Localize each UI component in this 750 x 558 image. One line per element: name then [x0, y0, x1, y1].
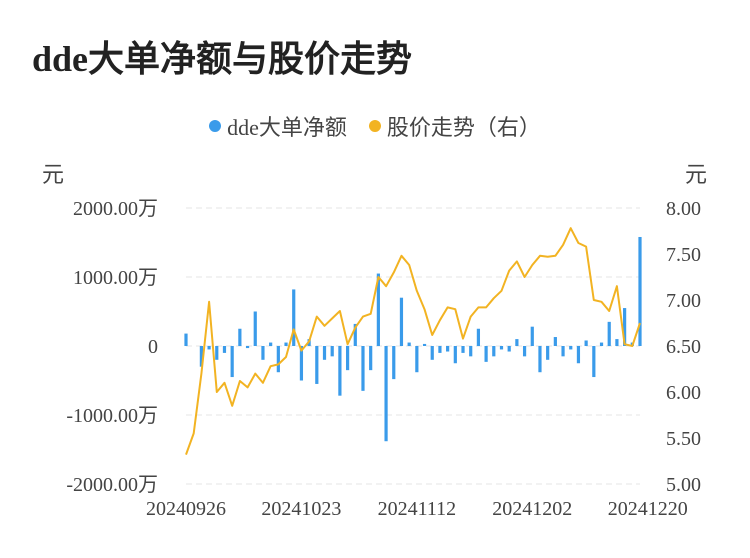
dde-bar — [515, 339, 519, 346]
dde-bar — [607, 321, 611, 346]
dde-bar — [561, 346, 565, 357]
legend-label-dde: dde大单净额 — [227, 115, 347, 140]
left-axis-unit: 元 — [42, 162, 65, 187]
dde-bar — [492, 346, 496, 357]
dde-bar — [553, 337, 557, 346]
dde-bar — [184, 333, 188, 346]
dde-bar — [276, 346, 280, 373]
dde-bar — [353, 323, 357, 346]
dde-bar — [322, 346, 327, 360]
dde-bar — [261, 346, 265, 360]
dde-bar — [507, 346, 511, 352]
left-tick-label: 1000.00万 — [73, 267, 158, 289]
x-tick-label: 20241220 — [608, 498, 688, 520]
dde-bar — [469, 346, 473, 357]
right-tick-label: 7.00 — [666, 290, 701, 312]
legend-item-price[interactable]: 股价走势（右） — [368, 110, 541, 142]
dde-bar — [376, 273, 380, 346]
dde-bar — [299, 346, 304, 381]
dde-bar — [422, 343, 427, 346]
right-tick-label: 7.50 — [666, 244, 701, 266]
left-tick-label: 0 — [148, 336, 158, 358]
dde-bar — [530, 326, 534, 346]
dde-bar — [199, 346, 203, 367]
dde-bar — [253, 311, 257, 346]
dde-bar — [522, 346, 527, 357]
dde-bar — [284, 342, 288, 346]
dde-bar — [415, 346, 419, 373]
right-tick-label: 6.00 — [666, 382, 701, 404]
dde-bar — [484, 346, 488, 362]
dde-bar — [238, 328, 242, 346]
right-tick-label: 6.50 — [666, 336, 701, 358]
price-line — [185, 227, 641, 455]
legend: dde大单净额 股价走势（右） — [0, 110, 750, 142]
dde-bar — [315, 346, 319, 384]
legend-marker-price — [368, 120, 381, 132]
dde-bar — [369, 346, 373, 371]
dde-bar — [384, 346, 388, 442]
legend-marker-dde — [209, 120, 222, 132]
right-tick-label: 5.50 — [666, 428, 701, 450]
dde-bar — [345, 346, 350, 371]
left-tick-label: -2000.00万 — [66, 474, 158, 496]
dde-bar — [584, 340, 588, 346]
right-axis-unit: 元 — [685, 162, 708, 187]
dde-bar — [453, 346, 457, 364]
x-tick-label: 20241202 — [492, 498, 572, 520]
dde-bar — [207, 346, 211, 350]
dde-bar — [269, 342, 273, 346]
legend-label-price: 股价走势（右） — [386, 115, 541, 140]
x-tick-label: 20241023 — [261, 498, 341, 520]
dde-bar — [576, 346, 581, 364]
legend-item-dde[interactable]: dde大单净额 — [209, 110, 347, 142]
dde-bar — [292, 289, 296, 346]
left-tick-label: 2000.00万 — [73, 198, 158, 220]
x-tick-label: 20241112 — [378, 498, 457, 520]
dde-bar — [538, 346, 542, 373]
dde-bar — [361, 346, 365, 391]
chart-title: dde大单净额与股价走势 — [32, 39, 413, 79]
dde-bar — [330, 346, 334, 357]
dde-bar — [546, 346, 550, 360]
dde-bar — [222, 346, 227, 353]
dde-bar — [592, 346, 596, 378]
dde-bar — [392, 346, 396, 380]
dde-bar — [338, 346, 342, 396]
dde-bar — [399, 297, 404, 346]
dde-bar — [245, 346, 250, 349]
dde-bar — [407, 342, 411, 346]
dde-bar — [499, 346, 504, 350]
left-tick-label: -1000.00万 — [66, 405, 158, 427]
dde-bar — [430, 346, 434, 360]
dde-bar — [446, 346, 450, 352]
dde-bar — [623, 308, 627, 346]
dde-bar — [638, 236, 642, 346]
x-tick-label: 20240926 — [146, 498, 226, 520]
dde-bar — [461, 346, 465, 353]
dde-bar — [569, 346, 573, 350]
dde-bar — [215, 346, 219, 360]
dde-bar — [476, 328, 481, 346]
dde-bar — [599, 342, 604, 346]
right-tick-label: 5.00 — [666, 474, 701, 496]
right-tick-label: 8.00 — [666, 198, 701, 220]
dde-bar — [615, 339, 619, 346]
dde-bar — [230, 346, 234, 378]
dde-bar — [438, 346, 442, 353]
